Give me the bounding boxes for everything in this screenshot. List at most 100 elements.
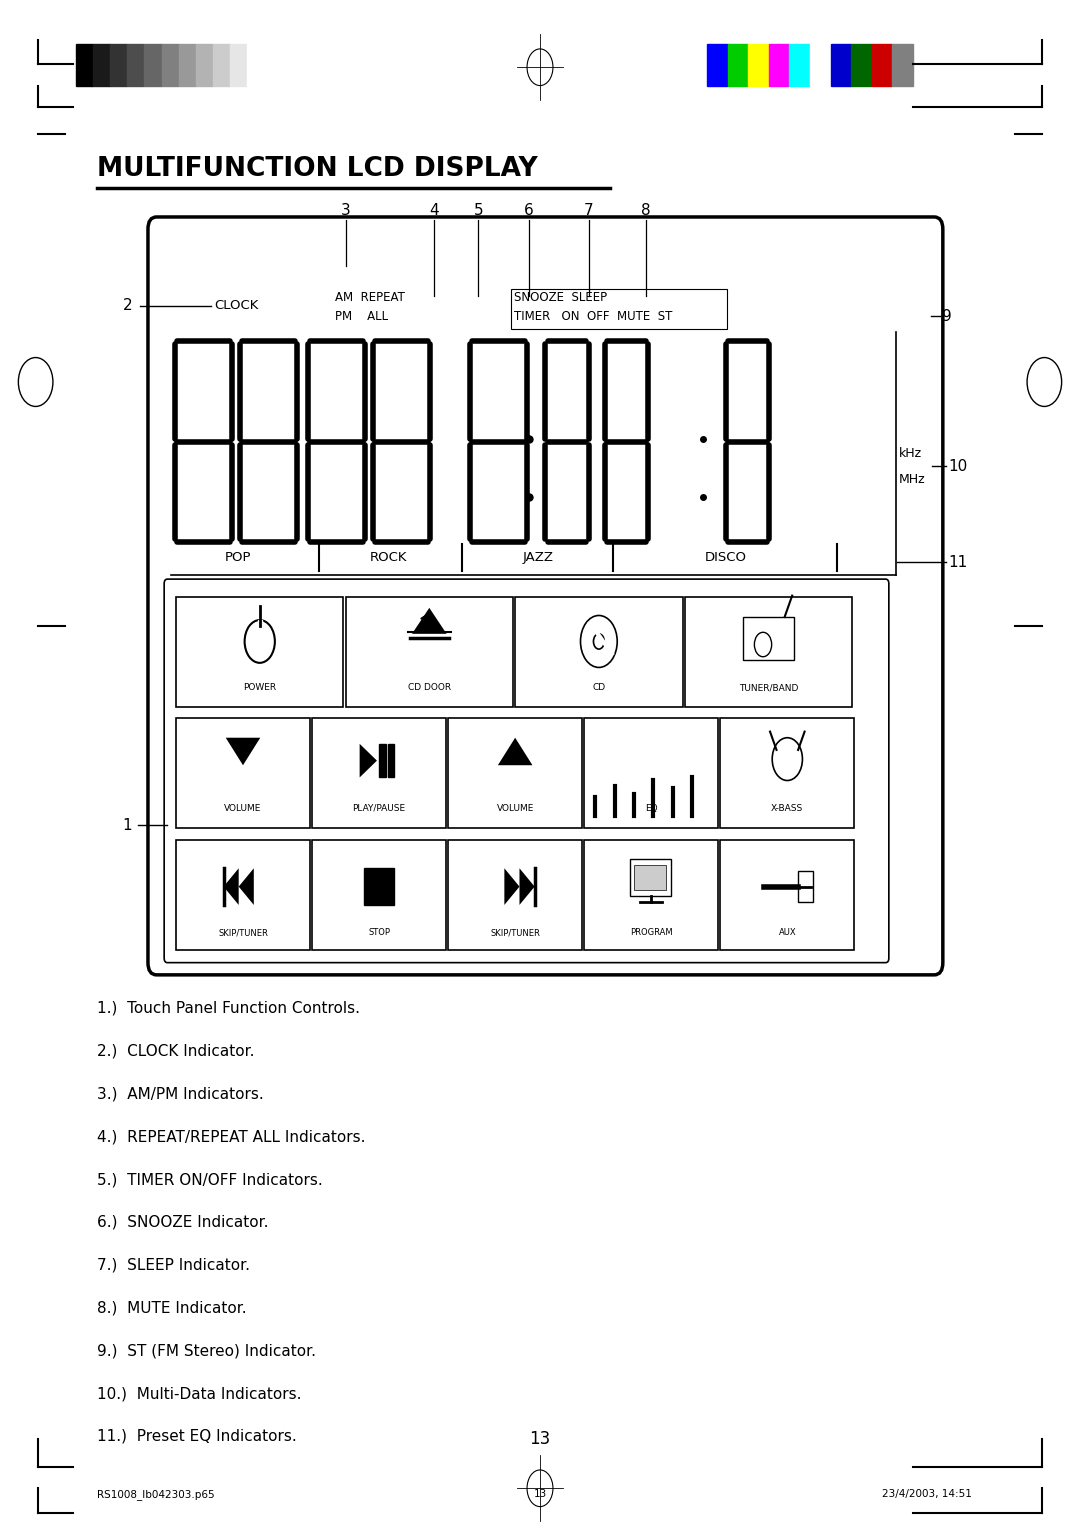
Bar <box>810 44 831 86</box>
Bar <box>162 44 178 86</box>
Text: SKIP/TUNER: SKIP/TUNER <box>218 929 268 937</box>
FancyBboxPatch shape <box>164 579 889 963</box>
Text: MHz: MHz <box>899 474 926 486</box>
Text: 11: 11 <box>948 555 968 570</box>
Text: ROCK: ROCK <box>370 552 407 564</box>
Polygon shape <box>360 744 377 778</box>
Text: 1: 1 <box>123 817 132 833</box>
Bar <box>76 44 93 86</box>
Polygon shape <box>504 868 519 905</box>
Text: 13: 13 <box>534 1490 546 1499</box>
Text: 6: 6 <box>524 203 535 219</box>
Text: PM    ALL: PM ALL <box>335 310 388 322</box>
Bar <box>720 840 854 950</box>
Bar <box>584 840 718 950</box>
Text: 13: 13 <box>529 1430 551 1449</box>
Text: 5.)  TIMER ON/OFF Indicators.: 5.) TIMER ON/OFF Indicators. <box>97 1172 323 1187</box>
Bar <box>789 44 810 86</box>
Text: STOP: STOP <box>368 929 390 937</box>
Text: 7: 7 <box>584 203 593 219</box>
Text: 11.)  Preset EQ Indicators.: 11.) Preset EQ Indicators. <box>97 1429 297 1444</box>
Bar <box>831 44 851 86</box>
Text: 3: 3 <box>340 203 351 219</box>
Text: SKIP/TUNER: SKIP/TUNER <box>490 929 540 937</box>
Bar <box>448 718 582 828</box>
Text: kHz: kHz <box>899 448 921 460</box>
Bar <box>892 44 913 86</box>
Polygon shape <box>413 608 447 634</box>
Polygon shape <box>224 868 239 905</box>
Bar <box>230 44 247 86</box>
Polygon shape <box>239 868 254 905</box>
Bar <box>748 44 769 86</box>
Text: DISCO: DISCO <box>705 552 746 564</box>
Bar <box>769 44 789 86</box>
Polygon shape <box>226 738 260 766</box>
Text: TIMER   ON  OFF  MUTE  ST: TIMER ON OFF MUTE ST <box>514 310 673 322</box>
Text: JAZZ: JAZZ <box>523 552 553 564</box>
Text: 2.)  CLOCK Indicator.: 2.) CLOCK Indicator. <box>97 1044 255 1059</box>
Bar <box>728 44 748 86</box>
Text: PROGRAM: PROGRAM <box>630 929 673 937</box>
Bar <box>685 597 852 707</box>
Bar <box>515 597 683 707</box>
Text: CD DOOR: CD DOOR <box>408 683 450 692</box>
Text: 5: 5 <box>474 203 483 219</box>
Text: TUNER/BAND: TUNER/BAND <box>739 683 798 692</box>
Text: CD: CD <box>592 683 606 692</box>
Text: 6.)  SNOOZE Indicator.: 6.) SNOOZE Indicator. <box>97 1215 269 1230</box>
Bar <box>707 44 728 86</box>
Text: EQ: EQ <box>645 804 658 813</box>
Text: VOLUME: VOLUME <box>225 804 261 813</box>
Bar <box>176 597 343 707</box>
Polygon shape <box>498 738 532 766</box>
Bar <box>584 718 718 828</box>
Text: 4: 4 <box>430 203 438 219</box>
Bar <box>743 617 795 660</box>
Bar <box>511 289 727 329</box>
Bar <box>720 718 854 828</box>
Text: 1.)  Touch Panel Function Controls.: 1.) Touch Panel Function Controls. <box>97 1001 361 1016</box>
Text: AUX: AUX <box>779 929 796 937</box>
Bar <box>630 859 671 895</box>
Bar <box>176 840 310 950</box>
Text: 7.)  SLEEP Indicator.: 7.) SLEEP Indicator. <box>97 1258 251 1273</box>
Bar <box>379 744 386 778</box>
Text: PLAY/PAUSE: PLAY/PAUSE <box>352 804 406 813</box>
Text: 9: 9 <box>942 309 951 324</box>
Text: SNOOZE  SLEEP: SNOOZE SLEEP <box>514 292 607 304</box>
Bar <box>127 44 145 86</box>
Bar <box>798 871 813 902</box>
Bar <box>312 718 446 828</box>
Bar <box>312 840 446 950</box>
Bar <box>364 868 394 905</box>
Text: X-BASS: X-BASS <box>771 804 804 813</box>
Text: AM  REPEAT: AM REPEAT <box>335 292 405 304</box>
Text: 23/4/2003, 14:51: 23/4/2003, 14:51 <box>882 1490 972 1499</box>
Text: POWER: POWER <box>243 683 276 692</box>
FancyBboxPatch shape <box>148 217 943 975</box>
Bar <box>145 44 162 86</box>
Polygon shape <box>519 868 535 905</box>
Text: 4.)  REPEAT/REPEAT ALL Indicators.: 4.) REPEAT/REPEAT ALL Indicators. <box>97 1129 366 1144</box>
Text: 3.)  AM/PM Indicators.: 3.) AM/PM Indicators. <box>97 1086 264 1102</box>
Bar <box>195 44 213 86</box>
Bar <box>110 44 127 86</box>
Bar <box>176 718 310 828</box>
Text: 8.)  MUTE Indicator.: 8.) MUTE Indicator. <box>97 1300 247 1316</box>
Text: POP: POP <box>225 552 251 564</box>
Bar <box>634 865 666 889</box>
Text: 10: 10 <box>948 458 968 474</box>
Bar <box>93 44 110 86</box>
Bar <box>872 44 892 86</box>
Bar <box>178 44 195 86</box>
Bar <box>448 840 582 950</box>
Bar <box>247 44 265 86</box>
Text: 10.)  Multi-Data Indicators.: 10.) Multi-Data Indicators. <box>97 1386 301 1401</box>
Text: RS1008_lb042303.p65: RS1008_lb042303.p65 <box>97 1488 215 1500</box>
Text: MULTIFUNCTION LCD DISPLAY: MULTIFUNCTION LCD DISPLAY <box>97 156 538 182</box>
Text: VOLUME: VOLUME <box>497 804 534 813</box>
Bar <box>851 44 872 86</box>
Bar <box>257 620 261 630</box>
Text: 2: 2 <box>123 298 132 313</box>
